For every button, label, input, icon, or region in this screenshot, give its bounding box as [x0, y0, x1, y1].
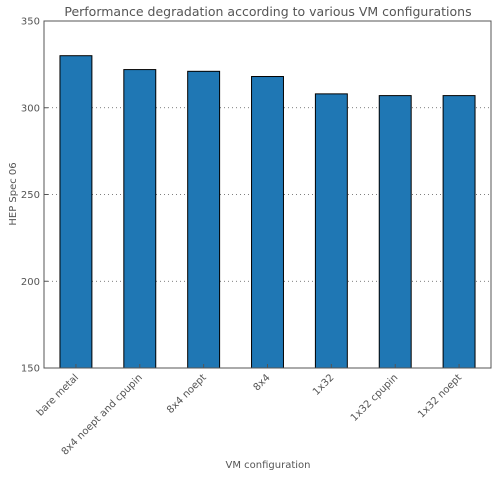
y-tick-label: 250 — [21, 190, 40, 201]
chart-title: Performance degradation according to var… — [64, 4, 471, 19]
y-tick-label: 350 — [21, 17, 40, 28]
plot-frame — [43, 20, 492, 369]
x-tick-label: 1x32 cpupin — [349, 372, 401, 424]
bar — [251, 76, 284, 369]
bar — [59, 55, 93, 369]
y-tick-label: 200 — [21, 277, 40, 288]
bar — [187, 70, 221, 369]
x-axis-label: VM configuration — [226, 460, 311, 471]
bar — [378, 95, 412, 369]
y-tick-label: 300 — [21, 103, 40, 114]
x-tick-label: bare metal — [35, 372, 81, 418]
bar — [314, 93, 348, 369]
y-axis-label: HEP Spec 06 — [8, 162, 19, 225]
grid-lines — [44, 107, 491, 282]
x-tick-label: 8x4 noept — [165, 372, 209, 416]
x-tick-label: 1x32 — [311, 372, 336, 397]
x-tick-label: 1x32 noept — [416, 372, 464, 420]
bar — [123, 69, 157, 369]
bars — [59, 55, 476, 369]
x-tick-label: 8x4 — [252, 372, 273, 393]
bar — [442, 95, 476, 369]
y-tick-label: 150 — [21, 364, 40, 375]
